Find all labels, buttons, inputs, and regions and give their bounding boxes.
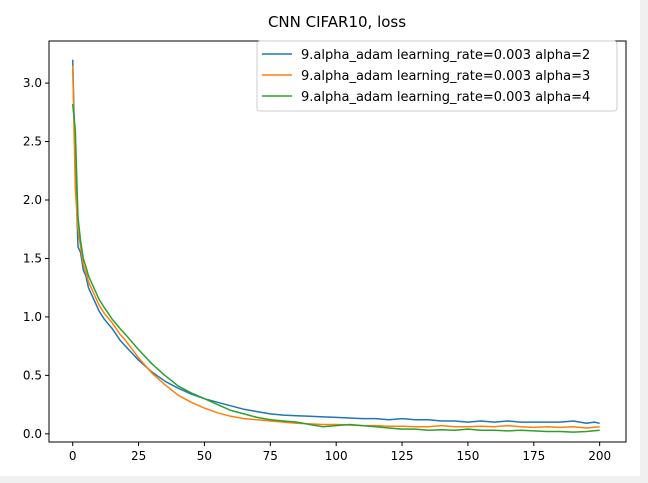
x-tick-label: 25 [131, 449, 146, 463]
legend-label-3: 9.alpha_adam learning_rate=0.003 alpha=4 [301, 90, 590, 105]
legend-box [256, 40, 618, 112]
x-tick-label: 200 [588, 449, 611, 463]
series-line-3 [71, 104, 600, 433]
y-tick-label: 0.0 [23, 427, 42, 441]
y-tick-label: 2.5 [23, 135, 42, 149]
x-tick-label: 50 [197, 449, 212, 463]
line-chart: CNN CIFAR10, loss 0 25 50 75 100 125 150 175 200… [23, 13, 627, 463]
series-line-1 [71, 59, 600, 425]
series-lines [71, 59, 600, 433]
chart-figure: CNN CIFAR10, loss 0 25 50 75 100 125 150 175 200… [0, 0, 640, 476]
axis-ticks: 0 25 50 75 100 125 150 175 200 0.0 0.5 1.0 1.5 2.0 2.5… [23, 76, 611, 463]
legend-label-2: 9.alpha_adam learning_rate=0.003 alpha=3 [301, 69, 590, 84]
x-tick-label: 125 [391, 449, 414, 463]
legend: 9.alpha_adam learning_rate=0.003 alpha=2… [256, 40, 618, 112]
y-tick-label: 0.5 [23, 368, 42, 382]
y-tick-label: 1.0 [23, 310, 42, 324]
chart-title: CNN CIFAR10, loss [268, 13, 406, 31]
y-tick-label: 1.5 [23, 251, 42, 265]
x-tick-label: 100 [325, 449, 348, 463]
x-tick-label: 150 [456, 449, 479, 463]
y-tick-label: 2.0 [23, 193, 42, 207]
x-tick-label: 0 [69, 449, 77, 463]
series-line-2 [71, 65, 600, 429]
x-tick-label: 175 [522, 449, 545, 463]
x-tick-label: 75 [263, 449, 278, 463]
legend-label-1: 9.alpha_adam learning_rate=0.003 alpha=2 [301, 48, 590, 63]
y-tick-label: 3.0 [23, 76, 42, 90]
